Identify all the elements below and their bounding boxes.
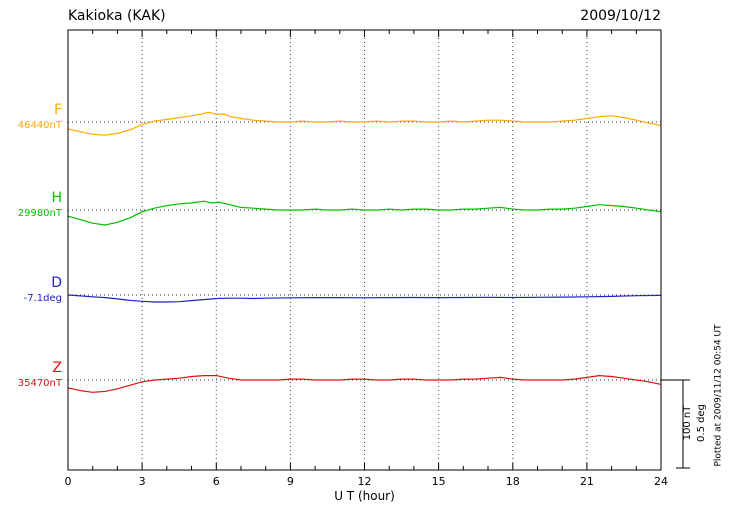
channel-baseline-value-f: 46440nT bbox=[17, 120, 62, 131]
x-tick-label-9: 9 bbox=[287, 475, 294, 488]
channel-baseline-value-d: -7.1deg bbox=[23, 293, 62, 304]
scale-bar-label: 100 nT 0.5 deg bbox=[681, 378, 711, 468]
plotted-at-note: Plotted at 2009/11/12 00:54 UT bbox=[713, 324, 724, 467]
x-tick-label-12: 12 bbox=[358, 475, 372, 488]
trace-Z bbox=[67, 375, 662, 393]
channel-name-z: Z bbox=[52, 360, 62, 376]
channel-label-h: H 29980nT bbox=[0, 191, 62, 219]
x-tick-label-24: 24 bbox=[654, 475, 668, 488]
page-title: Kakioka (KAK) bbox=[68, 8, 166, 24]
x-tick-label-6: 6 bbox=[213, 475, 220, 488]
channel-label-z: Z 35470nT bbox=[0, 361, 62, 389]
x-tick-label-0: 0 bbox=[65, 475, 72, 488]
x-tick-label-21: 21 bbox=[580, 475, 594, 488]
scale-bar-deg-label: 0.5 deg bbox=[696, 404, 707, 442]
trace-H bbox=[67, 200, 662, 226]
x-tick-label-3: 3 bbox=[139, 475, 146, 488]
x-tick-label-18: 18 bbox=[506, 475, 520, 488]
channel-label-d: D -7.1deg bbox=[0, 276, 62, 304]
channel-label-f: F 46440nT bbox=[0, 103, 62, 131]
plot-border bbox=[67, 29, 662, 471]
trace-F bbox=[67, 111, 662, 136]
x-axis-label: U T (hour) bbox=[334, 489, 395, 503]
channel-baseline-value-z: 35470nT bbox=[17, 378, 62, 389]
x-tick-label-15: 15 bbox=[432, 475, 446, 488]
channel-baseline-value-h: 29980nT bbox=[17, 208, 62, 219]
channel-name-f: F bbox=[53, 102, 62, 118]
channel-name-h: H bbox=[51, 190, 62, 206]
channel-name-d: D bbox=[51, 275, 62, 291]
trace-D bbox=[67, 294, 662, 303]
plot-date: 2009/10/12 bbox=[580, 8, 661, 24]
scale-bar-nt-label: 100 nT bbox=[682, 405, 693, 441]
